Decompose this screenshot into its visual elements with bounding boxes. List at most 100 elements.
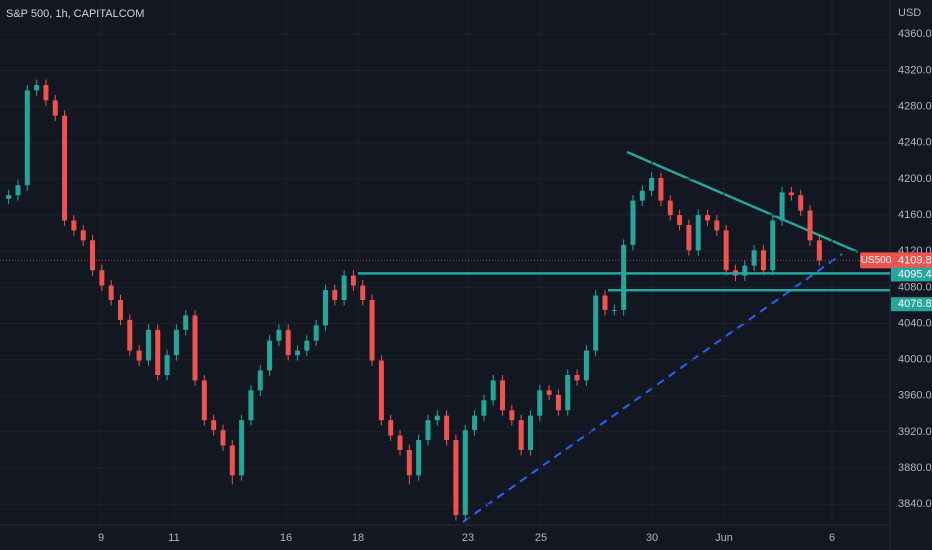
candle-body xyxy=(509,410,515,421)
candle-body xyxy=(341,275,347,300)
chart-title: S&P 500, 1h, CAPITALCOM xyxy=(6,8,144,20)
level-label: 4095.4 xyxy=(898,268,932,280)
currency: USD xyxy=(898,7,921,19)
candle-body xyxy=(43,84,49,101)
candle-body xyxy=(127,319,133,351)
candle-body xyxy=(593,295,599,351)
candle-body xyxy=(434,415,440,421)
candle-body xyxy=(742,265,748,276)
candle-body xyxy=(583,350,589,381)
candle-body xyxy=(574,375,580,381)
candle-body xyxy=(313,325,319,341)
x-tick-label: 9 xyxy=(98,532,104,544)
candle-body xyxy=(192,315,198,381)
candle-body xyxy=(472,415,478,431)
candle-body xyxy=(164,355,170,375)
candle-body xyxy=(714,220,720,231)
candle-body xyxy=(350,275,356,286)
candle-body xyxy=(145,329,151,361)
candle-body xyxy=(649,178,655,191)
candle-body xyxy=(695,215,701,251)
y-tick-label: 4320.0 xyxy=(898,64,932,76)
candle-body xyxy=(304,340,310,351)
last-price-label: 4109.8 xyxy=(898,254,932,266)
candle-body xyxy=(621,244,627,310)
y-tick-label: 4160.0 xyxy=(898,209,932,221)
y-tick-label: 3960.0 xyxy=(898,390,932,402)
candle-body xyxy=(555,394,561,411)
candle-body xyxy=(425,420,431,441)
y-tick-label: 3920.0 xyxy=(898,426,932,438)
y-tick-label: 4280.0 xyxy=(898,101,932,113)
candle-body xyxy=(406,450,412,476)
x-tick-label: 23 xyxy=(462,532,474,544)
y-tick-label: 4200.0 xyxy=(898,173,932,185)
candle-body xyxy=(770,220,776,271)
candle-body xyxy=(444,415,450,441)
candle-body xyxy=(117,300,123,320)
candle-body xyxy=(807,210,813,241)
candle-body xyxy=(779,192,785,221)
trendline xyxy=(462,253,843,523)
candle-body xyxy=(611,309,617,311)
candle-body xyxy=(285,329,291,356)
y-tick-label: 4240.0 xyxy=(898,137,932,149)
x-tick-label: 30 xyxy=(646,532,658,544)
candle-body xyxy=(686,225,692,251)
x-tick-label: 6 xyxy=(829,532,835,544)
candle-body xyxy=(397,435,403,450)
candle-body xyxy=(667,200,673,216)
candle-body xyxy=(378,360,384,421)
candle-body xyxy=(276,329,282,341)
candle-body xyxy=(90,240,96,271)
x-tick-label: 11 xyxy=(168,532,179,544)
candle-body xyxy=(527,415,533,450)
level-badge xyxy=(891,297,932,312)
x-tick-label: 18 xyxy=(352,532,364,544)
candle-body xyxy=(500,380,506,411)
candle-body xyxy=(705,215,711,221)
candle-body xyxy=(136,350,142,361)
candle-body xyxy=(602,295,608,310)
x-tick-label: Jun xyxy=(715,532,733,544)
candle-body xyxy=(630,200,636,245)
y-tick-label: 4040.0 xyxy=(898,317,932,329)
candle-body xyxy=(80,230,86,241)
candle-body xyxy=(565,375,571,411)
x-tick-label: 16 xyxy=(280,532,292,544)
candle-body xyxy=(183,315,189,330)
candle-body xyxy=(332,290,338,300)
candle-body xyxy=(173,329,179,356)
x-tick-label: 25 xyxy=(535,532,547,544)
candle-body xyxy=(52,100,58,116)
candle-body xyxy=(490,380,496,401)
candle-body xyxy=(99,270,105,286)
candle-body xyxy=(416,440,422,476)
candle-body xyxy=(201,380,207,421)
candle-body xyxy=(248,390,254,421)
candle-body xyxy=(155,329,161,375)
level-label: 4076.8 xyxy=(898,298,932,310)
candle-body xyxy=(15,185,21,196)
candle-body xyxy=(639,190,645,201)
candle-body xyxy=(229,445,235,476)
candle-body xyxy=(453,440,459,516)
candle-body xyxy=(546,390,552,395)
symbol-badge xyxy=(860,252,892,269)
symbol-label: US500 xyxy=(861,255,892,266)
candle-body xyxy=(257,370,263,391)
candle-body xyxy=(211,420,217,431)
candle-body xyxy=(751,250,757,266)
candle-body xyxy=(239,420,245,476)
candle-body xyxy=(788,192,794,196)
candle-body xyxy=(6,195,12,199)
candle-body xyxy=(798,195,804,211)
candle-body xyxy=(34,84,40,91)
y-tick-label: 4000.0 xyxy=(898,354,932,366)
candle-body xyxy=(816,240,822,261)
level-badge xyxy=(891,267,932,282)
candle-body xyxy=(369,300,375,361)
y-tick-label: 3840.0 xyxy=(898,498,932,510)
candle-body xyxy=(220,430,226,446)
